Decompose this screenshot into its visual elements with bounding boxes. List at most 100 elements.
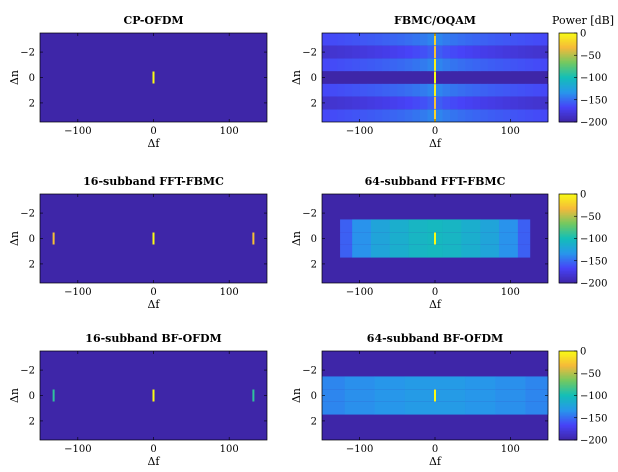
heatmap-cell bbox=[457, 58, 466, 72]
panel-6: −100 0 100 −2 0 2 64-subband BF-OFDM Δf Δn 0 −50 −1… bbox=[290, 332, 607, 468]
heatmap-cell bbox=[525, 376, 549, 390]
heatmap-cell bbox=[344, 109, 353, 122]
heatmap-cell bbox=[352, 33, 361, 46]
colorbar-swatch bbox=[559, 438, 577, 441]
heatmap-cell bbox=[525, 109, 534, 122]
x-tick-label: −100 bbox=[346, 126, 373, 137]
colorbar-swatch bbox=[559, 419, 577, 422]
colorbar-swatch bbox=[559, 237, 577, 239]
x-tick-label: 100 bbox=[220, 444, 239, 455]
colorbar: 0 −50 −100 −150 −200 Power [dB] bbox=[552, 14, 614, 129]
heatmap-cell bbox=[495, 45, 504, 59]
heatmap-cell bbox=[442, 96, 451, 110]
colorbar-swatch bbox=[559, 222, 577, 225]
x-tick-label: 100 bbox=[501, 444, 520, 455]
heatmap-cell bbox=[344, 401, 376, 415]
heatmap-cell bbox=[322, 109, 330, 122]
heatmap-cell bbox=[510, 109, 519, 122]
colorbar-label: Power [dB] bbox=[552, 14, 614, 27]
x-tick-label: 100 bbox=[220, 287, 239, 298]
heatmap-cell bbox=[434, 33, 436, 46]
heatmap-cell bbox=[52, 389, 55, 402]
colorbar-swatch bbox=[559, 43, 577, 46]
heatmap-cell bbox=[419, 83, 428, 97]
colorbar-swatch bbox=[559, 226, 577, 229]
heatmap-cell bbox=[450, 45, 458, 59]
heatmap-cell bbox=[389, 244, 409, 258]
heatmap-cell bbox=[502, 33, 511, 46]
colorbar-swatch bbox=[559, 105, 577, 108]
colorbar-tick-label: −200 bbox=[580, 118, 607, 129]
heatmap-cell bbox=[499, 219, 519, 233]
y-tick-label: 2 bbox=[311, 98, 317, 109]
x-axis-label: Δf bbox=[429, 455, 442, 468]
heatmap-cell bbox=[450, 109, 458, 122]
heatmap-cell bbox=[510, 58, 519, 72]
heatmap-cell bbox=[442, 219, 462, 233]
colorbar-swatch bbox=[559, 365, 577, 368]
colorbar-swatch bbox=[559, 76, 577, 78]
colorbar-swatch bbox=[559, 277, 577, 279]
colorbar-swatch bbox=[559, 194, 577, 196]
y-tick-label: −2 bbox=[302, 48, 317, 59]
heatmap-cell bbox=[382, 58, 391, 72]
colorbar-swatch bbox=[559, 383, 577, 386]
colorbar-swatch bbox=[559, 52, 577, 55]
heatmap-cell bbox=[457, 83, 466, 97]
colorbar-swatch bbox=[559, 117, 577, 120]
heatmap-cell bbox=[352, 219, 372, 233]
colorbar-swatch bbox=[559, 429, 577, 432]
heatmap-cell bbox=[412, 58, 421, 72]
colorbar-swatch bbox=[559, 89, 577, 92]
colorbar-swatch bbox=[559, 207, 577, 210]
heatmap-cell bbox=[382, 83, 391, 97]
heatmap-cell bbox=[408, 244, 428, 258]
heatmap-cell bbox=[517, 232, 531, 245]
colorbar-swatch bbox=[559, 80, 577, 83]
colorbar-tick-label: 0 bbox=[580, 190, 586, 201]
heatmap-cell bbox=[419, 96, 428, 110]
colorbar-swatch bbox=[559, 391, 577, 393]
heatmap-cell bbox=[495, 58, 504, 72]
heatmap-cell bbox=[450, 96, 458, 110]
heatmap-cell bbox=[322, 401, 345, 415]
colorbar-swatch bbox=[559, 58, 577, 61]
colorbar-swatch bbox=[559, 232, 577, 235]
colorbar-swatch bbox=[559, 86, 577, 89]
heatmap-cell bbox=[502, 96, 511, 110]
heatmap-cell bbox=[370, 244, 391, 258]
heatmap-cell bbox=[389, 232, 409, 245]
heatmap-cell bbox=[442, 33, 451, 46]
heatmap-cell bbox=[540, 58, 549, 72]
heatmap-cell bbox=[525, 58, 534, 72]
heatmap-cell bbox=[337, 58, 345, 72]
heatmap-cell bbox=[532, 96, 541, 110]
heatmap-cell bbox=[495, 96, 504, 110]
x-tick-label: 0 bbox=[432, 126, 438, 137]
colorbar-swatch bbox=[559, 62, 577, 65]
colorbar-swatch bbox=[559, 434, 577, 436]
colorbar-swatch bbox=[559, 265, 577, 268]
heatmap-cell bbox=[480, 219, 500, 233]
heatmap-cell bbox=[337, 96, 345, 110]
heatmap-cell bbox=[465, 401, 496, 415]
heatmap-cell bbox=[344, 96, 353, 110]
x-axis-label: Δf bbox=[147, 137, 160, 150]
heatmap-cell bbox=[352, 244, 372, 258]
colorbar-swatch bbox=[559, 388, 577, 390]
colorbar-swatch bbox=[559, 74, 577, 77]
heatmap-cell bbox=[472, 58, 481, 72]
colorbar-swatch bbox=[559, 33, 577, 35]
heatmap-cell bbox=[427, 83, 436, 97]
colorbar-tick-label: −50 bbox=[580, 212, 601, 223]
colorbar-swatch bbox=[559, 216, 577, 219]
heatmap-cell bbox=[374, 401, 406, 415]
heatmap-cell bbox=[487, 83, 496, 97]
heatmap-cell bbox=[435, 83, 443, 97]
colorbar-swatch bbox=[559, 228, 577, 230]
heatmap-cell bbox=[374, 109, 383, 122]
heatmap-cell bbox=[412, 109, 421, 122]
colorbar-swatch bbox=[559, 260, 577, 263]
heatmap-cell bbox=[495, 401, 526, 415]
heatmap-cell bbox=[457, 96, 466, 110]
